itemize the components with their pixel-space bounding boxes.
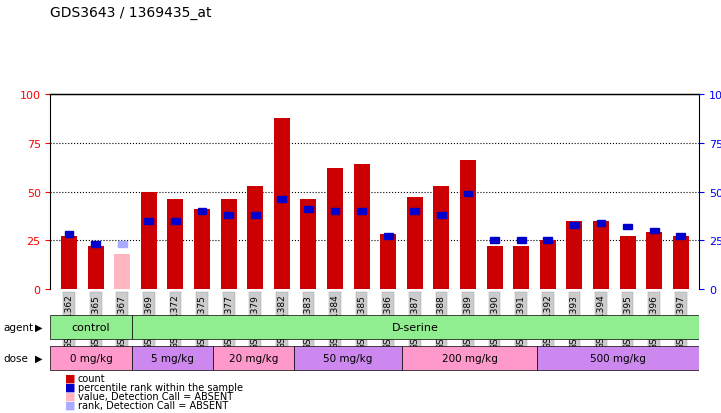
- Bar: [567, 221, 583, 289]
- Bar: [380, 235, 397, 289]
- Bar: [619, 237, 635, 289]
- Bar: [646, 233, 662, 289]
- Bar: [487, 247, 503, 289]
- Bar: [88, 247, 104, 289]
- FancyBboxPatch shape: [294, 346, 402, 370]
- Bar: [61, 237, 77, 289]
- Bar: [221, 200, 236, 289]
- FancyBboxPatch shape: [537, 346, 699, 370]
- FancyBboxPatch shape: [132, 346, 213, 370]
- Bar: [433, 186, 449, 289]
- Bar: [327, 169, 343, 289]
- Text: D-serine: D-serine: [392, 322, 439, 332]
- Bar: [65, 232, 74, 237]
- Bar: [194, 209, 210, 289]
- Text: rank, Detection Call = ABSENT: rank, Detection Call = ABSENT: [78, 400, 228, 410]
- Bar: [115, 254, 131, 289]
- Text: dose: dose: [4, 353, 29, 363]
- Bar: [301, 200, 317, 289]
- Bar: [623, 224, 632, 230]
- FancyBboxPatch shape: [213, 346, 294, 370]
- Text: 0 mg/kg: 0 mg/kg: [70, 353, 112, 363]
- Text: 200 mg/kg: 200 mg/kg: [442, 353, 497, 363]
- Bar: [410, 209, 419, 214]
- Text: value, Detection Call = ABSENT: value, Detection Call = ABSENT: [78, 391, 233, 401]
- Bar: [247, 186, 263, 289]
- Bar: [490, 237, 499, 244]
- Text: ▶: ▶: [35, 353, 42, 363]
- Bar: [676, 234, 685, 240]
- Text: ■: ■: [65, 400, 76, 410]
- Text: GDS3643 / 1369435_at: GDS3643 / 1369435_at: [50, 6, 212, 20]
- Text: ■: ■: [65, 391, 76, 401]
- Bar: [540, 240, 556, 289]
- Bar: [384, 234, 393, 240]
- Text: 50 mg/kg: 50 mg/kg: [323, 353, 373, 363]
- Bar: [593, 221, 609, 289]
- Text: ■: ■: [65, 373, 76, 383]
- Bar: [331, 209, 340, 214]
- Bar: [357, 209, 366, 214]
- Bar: [118, 242, 127, 247]
- Text: ■: ■: [65, 382, 76, 392]
- Bar: [304, 206, 313, 212]
- Bar: [278, 197, 286, 203]
- Bar: [141, 192, 157, 289]
- Bar: [251, 212, 260, 218]
- Text: 20 mg/kg: 20 mg/kg: [229, 353, 278, 363]
- Bar: [167, 200, 183, 289]
- Bar: [224, 212, 233, 218]
- Text: agent: agent: [4, 322, 34, 332]
- Text: control: control: [71, 322, 110, 332]
- Bar: [144, 218, 154, 224]
- Bar: [464, 191, 472, 197]
- Bar: [198, 209, 206, 214]
- Bar: [460, 161, 476, 289]
- Bar: [570, 222, 579, 228]
- FancyBboxPatch shape: [132, 315, 699, 339]
- Bar: [513, 247, 529, 289]
- Bar: [673, 237, 689, 289]
- FancyBboxPatch shape: [402, 346, 537, 370]
- FancyBboxPatch shape: [50, 315, 132, 339]
- Bar: [544, 237, 552, 244]
- Bar: [274, 118, 290, 289]
- Bar: [171, 218, 180, 224]
- Bar: [353, 165, 370, 289]
- Text: 5 mg/kg: 5 mg/kg: [151, 353, 193, 363]
- Text: ▶: ▶: [35, 322, 42, 332]
- Text: count: count: [78, 373, 105, 383]
- Bar: [437, 212, 446, 218]
- Bar: [650, 228, 658, 234]
- FancyBboxPatch shape: [50, 346, 132, 370]
- Text: 500 mg/kg: 500 mg/kg: [590, 353, 646, 363]
- Bar: [517, 237, 526, 244]
- Bar: [596, 220, 606, 226]
- Text: percentile rank within the sample: percentile rank within the sample: [78, 382, 243, 392]
- Bar: [407, 198, 423, 289]
- Bar: [92, 242, 100, 247]
